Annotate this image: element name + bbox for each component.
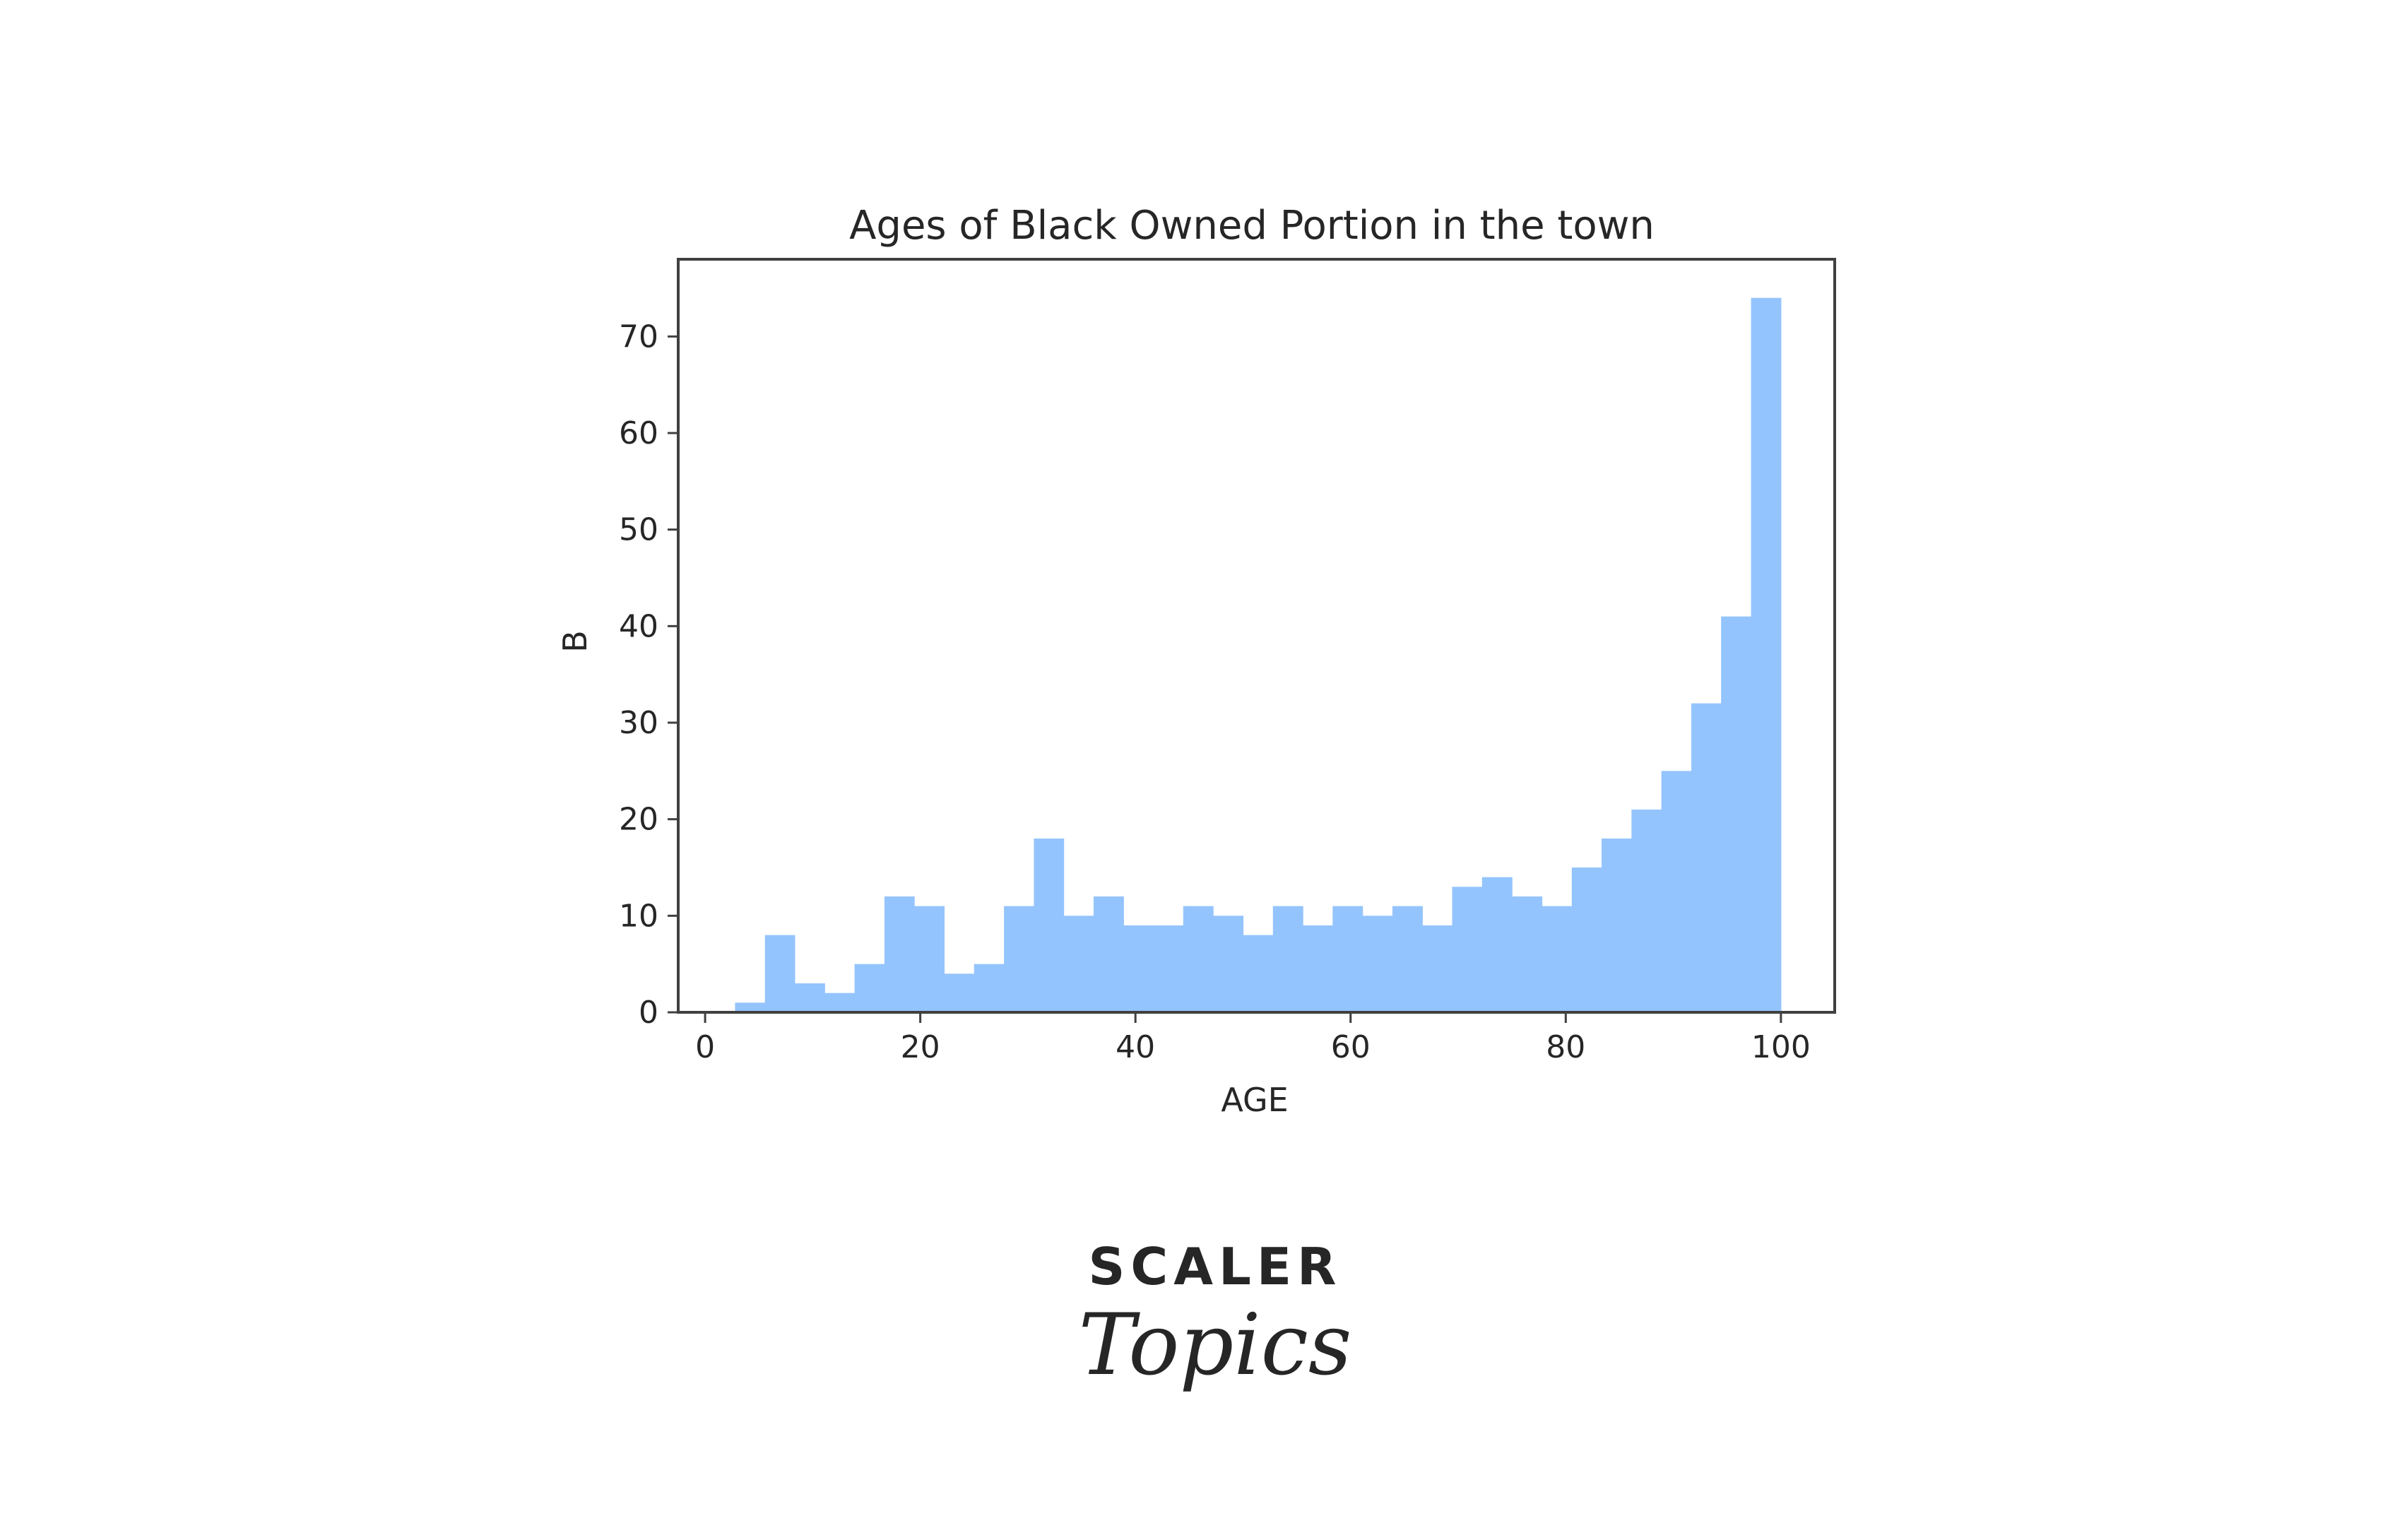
y-axis: 0 10 20 30 40 50 60 70 bbox=[619, 319, 678, 1031]
histogram-bar bbox=[1004, 906, 1035, 1012]
plot-frame bbox=[677, 258, 1836, 1014]
histogram-bar bbox=[1123, 925, 1154, 1012]
histogram-bar bbox=[735, 1002, 766, 1012]
y-tick-label: 40 bbox=[619, 608, 658, 644]
logo-wordmark-scaler: SCALER bbox=[1089, 1237, 1342, 1296]
histogram-bar bbox=[1452, 887, 1483, 1012]
chart-title: Ages of Black Owned Portion in the town bbox=[849, 203, 1655, 249]
histogram-bar bbox=[1034, 839, 1065, 1012]
histogram-bar bbox=[1153, 925, 1184, 1012]
histogram-bar bbox=[1751, 297, 1782, 1013]
histogram-bar bbox=[1362, 916, 1393, 1012]
histogram-bar bbox=[794, 983, 825, 1012]
x-tick-label: 100 bbox=[1751, 1029, 1811, 1065]
histogram-bar bbox=[1332, 906, 1363, 1012]
y-tick-label: 30 bbox=[619, 705, 658, 741]
histogram-bar bbox=[1481, 877, 1513, 1012]
histogram-bar bbox=[1303, 925, 1333, 1012]
y-tick-label: 70 bbox=[619, 319, 658, 355]
histogram-bar bbox=[1183, 906, 1214, 1012]
x-axis: 0 20 40 60 80 100 bbox=[695, 1012, 1811, 1065]
histogram-bar bbox=[1093, 896, 1124, 1012]
y-tick-label: 0 bbox=[639, 995, 658, 1031]
histogram-bar bbox=[884, 896, 915, 1012]
x-tick-label: 20 bbox=[901, 1029, 940, 1065]
histogram-bar bbox=[1422, 925, 1453, 1012]
histogram-bar bbox=[974, 964, 1005, 1012]
histogram-bar bbox=[1542, 906, 1573, 1012]
histogram-bar bbox=[1512, 896, 1543, 1012]
histogram-bar bbox=[1721, 616, 1752, 1012]
bars-group bbox=[735, 297, 1782, 1013]
x-tick-label: 80 bbox=[1546, 1029, 1585, 1065]
histogram-bar bbox=[1661, 771, 1692, 1012]
x-axis-label: AGE bbox=[1221, 1081, 1288, 1119]
histogram-bar bbox=[1392, 906, 1423, 1012]
y-tick-label: 10 bbox=[619, 898, 658, 934]
histogram-bar bbox=[1571, 867, 1602, 1012]
histogram-bar bbox=[764, 935, 795, 1012]
histogram-bar bbox=[1272, 906, 1303, 1012]
histogram-bar bbox=[1691, 703, 1722, 1012]
y-tick-label: 60 bbox=[619, 415, 658, 451]
x-tick-label: 0 bbox=[695, 1029, 715, 1065]
histogram-bar bbox=[914, 906, 945, 1012]
histogram-bar bbox=[1243, 935, 1274, 1012]
histogram-bar bbox=[1213, 916, 1244, 1012]
y-tick-label: 20 bbox=[619, 802, 658, 838]
histogram-bar bbox=[944, 973, 975, 1012]
histogram-bar bbox=[1631, 810, 1662, 1012]
histogram-bar bbox=[854, 964, 885, 1012]
histogram-bar bbox=[824, 993, 856, 1012]
y-tick-label: 50 bbox=[619, 512, 658, 548]
logo-wordmark-topics: Topics bbox=[1079, 1296, 1352, 1394]
histogram-bar bbox=[1063, 916, 1094, 1012]
y-axis-label: B bbox=[556, 630, 594, 653]
x-tick-label: 60 bbox=[1331, 1029, 1371, 1065]
x-tick-label: 40 bbox=[1116, 1029, 1155, 1065]
histogram-bar bbox=[1602, 839, 1632, 1012]
